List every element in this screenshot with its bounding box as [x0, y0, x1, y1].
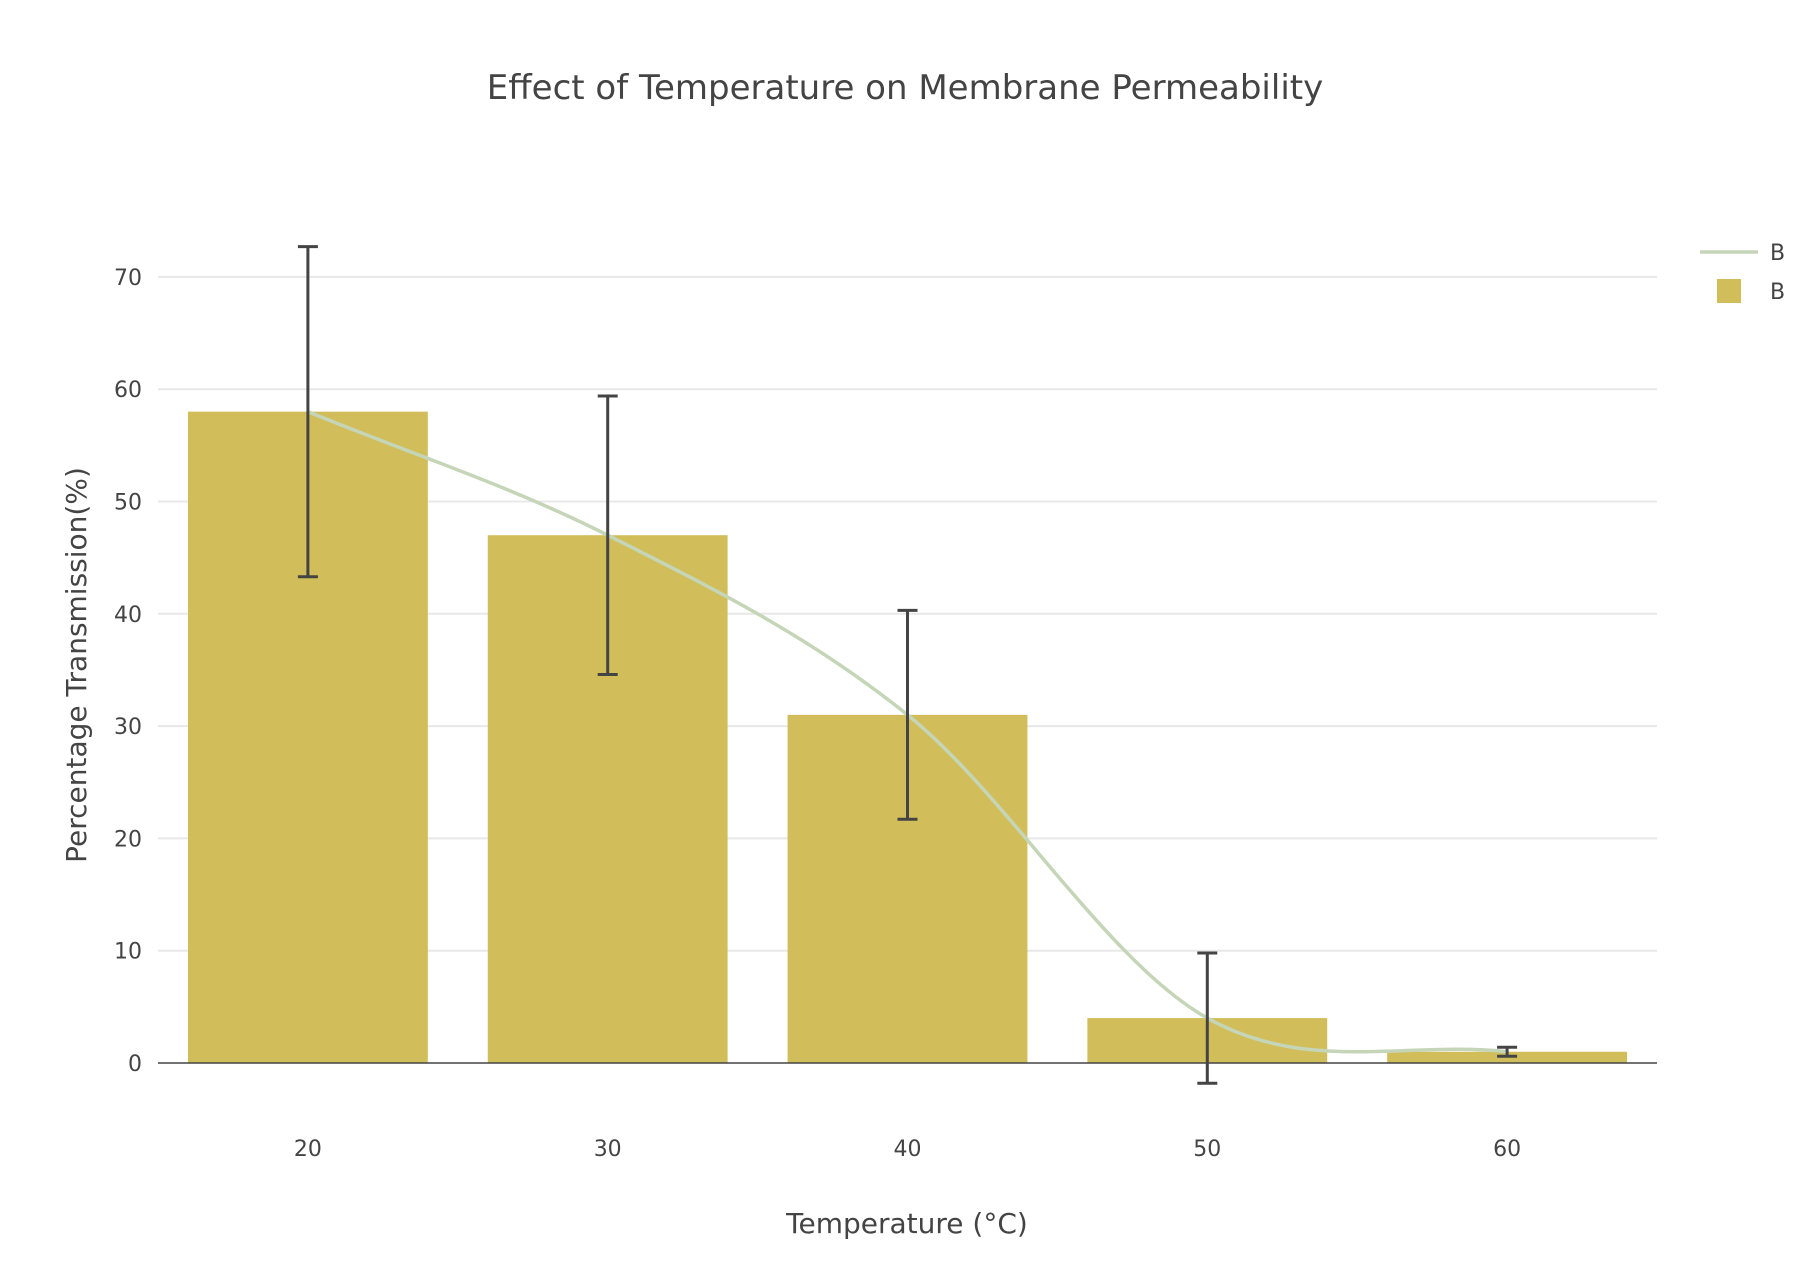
- y-tick-label-10: 10: [114, 940, 142, 965]
- legend-label-line: B: [1770, 241, 1785, 266]
- legend-bar-swatch: [1717, 279, 1741, 303]
- error-bars: [297, 245, 1518, 1085]
- legend[interactable]: BB: [1700, 241, 1785, 305]
- x-tick-label-40: 40: [894, 1137, 922, 1162]
- y-tick-label-60: 60: [114, 378, 142, 403]
- axis-ticks: 0 10 20 30 40 50 60 70 20 30 40 50 60: [114, 266, 1657, 1162]
- x-tick-label-20: 20: [294, 1137, 322, 1162]
- x-tick-label-60: 60: [1493, 1137, 1521, 1162]
- y-tick-label-50: 50: [114, 491, 142, 516]
- legend-label-bar: B: [1770, 280, 1785, 305]
- y-tick-label-20: 20: [114, 827, 142, 852]
- y-tick-label-40: 40: [114, 603, 142, 628]
- chart-title: Effect of Temperature on Membrane Permea…: [487, 68, 1323, 108]
- y-tick-label-30: 30: [114, 715, 142, 740]
- x-tick-label-50: 50: [1193, 1137, 1221, 1162]
- x-tick-label-30: 30: [594, 1137, 622, 1162]
- y-tick-label-70: 70: [114, 266, 142, 291]
- x-axis-title: Temperature (°C): [785, 1207, 1028, 1240]
- y-axis-title: Percentage Transmission(%): [60, 467, 93, 863]
- y-tick-label-0: 0: [128, 1052, 142, 1077]
